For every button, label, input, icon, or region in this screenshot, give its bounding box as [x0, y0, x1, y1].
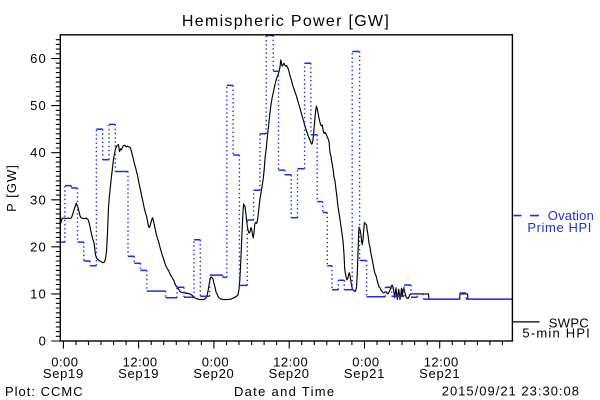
- svg-text:Sep21: Sep21: [419, 366, 460, 381]
- svg-text:0:00: 0:00: [202, 355, 229, 370]
- svg-text:0: 0: [39, 334, 47, 349]
- svg-text:Ovation: Ovation: [548, 208, 594, 223]
- svg-text:20: 20: [30, 239, 47, 254]
- svg-text:12:00: 12:00: [424, 355, 459, 370]
- svg-text:0:00: 0:00: [51, 355, 78, 370]
- svg-text:12:00: 12:00: [273, 355, 308, 370]
- svg-text:Sep19: Sep19: [43, 366, 84, 381]
- svg-text:0:00: 0:00: [352, 355, 379, 370]
- svg-text:Sep19: Sep19: [118, 366, 159, 381]
- svg-text:60: 60: [30, 51, 47, 66]
- svg-text:Sep20: Sep20: [269, 366, 310, 381]
- svg-text:Hemispheric Power [GW]: Hemispheric Power [GW]: [182, 13, 390, 30]
- svg-text:40: 40: [30, 145, 47, 160]
- svg-text:Plot: CCMC: Plot: CCMC: [5, 384, 84, 399]
- svg-text:P [GW]: P [GW]: [4, 164, 19, 212]
- svg-text:Sep20: Sep20: [193, 366, 234, 381]
- svg-text:30: 30: [30, 192, 47, 207]
- svg-text:Sep21: Sep21: [344, 366, 385, 381]
- svg-text:5-min HPI: 5-min HPI: [522, 326, 591, 341]
- svg-text:SWPC: SWPC: [549, 316, 589, 331]
- svg-text:10: 10: [30, 286, 47, 301]
- svg-text:12:00: 12:00: [123, 355, 158, 370]
- svg-text:2015/09/21 23:30:08: 2015/09/21 23:30:08: [442, 384, 580, 399]
- svg-text:50: 50: [30, 98, 47, 113]
- svg-text:Date and Time: Date and Time: [234, 384, 335, 399]
- svg-text:Prime HPI: Prime HPI: [527, 220, 592, 235]
